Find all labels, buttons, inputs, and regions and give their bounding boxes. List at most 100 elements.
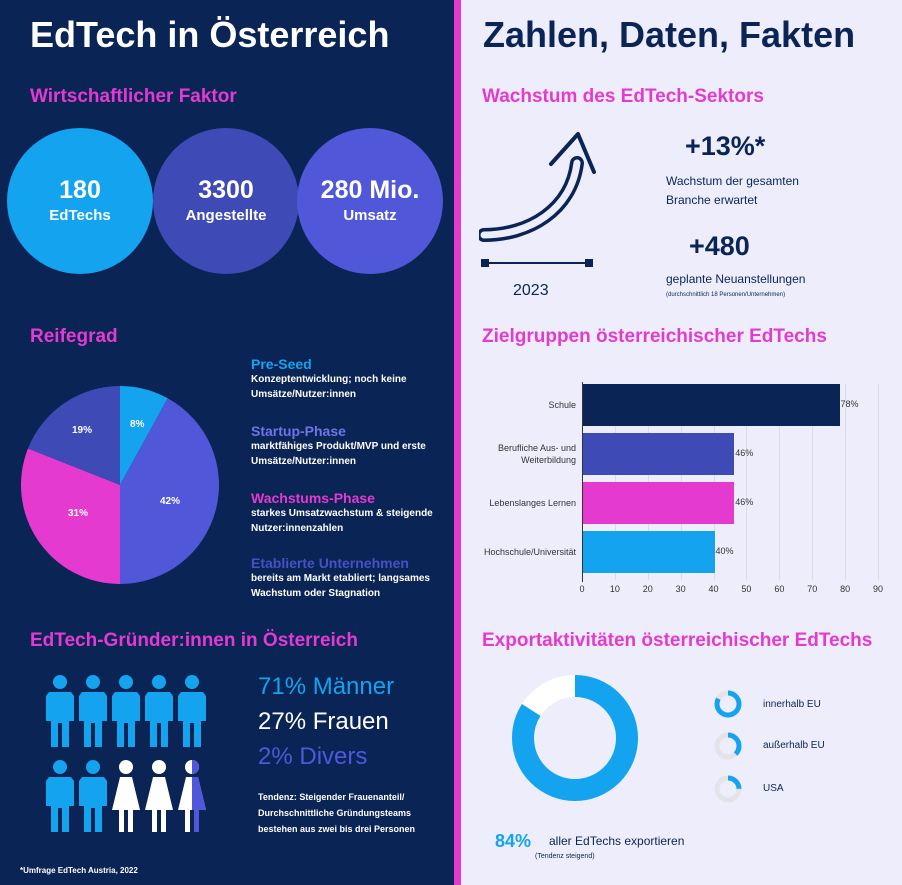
- person-icon: [112, 675, 140, 747]
- gridline: [812, 384, 814, 580]
- stat1-value: +13%*: [685, 131, 766, 161]
- wachstum-title: Wachstum des EdTech-Sektors: [482, 86, 764, 107]
- x-tick-label: 80: [840, 584, 851, 594]
- export-note: (Tendenz steigend): [535, 853, 595, 860]
- stat1-label: Wachstum der gesamten Branche erwartet: [666, 174, 799, 207]
- bar-category-label: Schule: [548, 400, 576, 410]
- mini-donut-usa: [714, 775, 742, 803]
- x-tick-label: 40: [708, 584, 719, 594]
- legend-preseed: Pre-Seed Konzeptentwicklung; noch keine …: [251, 356, 441, 402]
- reifegrad-title: Reifegrad: [30, 326, 118, 347]
- export-title: Exportaktivitäten österreichischer EdTec…: [482, 630, 873, 651]
- x-tick-label: 10: [609, 584, 620, 594]
- stat2-value: +480: [689, 231, 750, 261]
- pie-label-startup: 42%: [160, 496, 181, 507]
- bar: [583, 482, 735, 524]
- legend-startup: Startup-Phase marktfähiges Produkt/MVP u…: [251, 423, 441, 469]
- bar-y-axis: [582, 382, 583, 582]
- export-legend-label: USA: [763, 783, 784, 794]
- stat-label: EdTechs: [49, 207, 111, 224]
- legend-title: Pre-Seed: [251, 356, 312, 372]
- pie-slice: [120, 398, 220, 584]
- export-label: aller EdTechs exportieren: [549, 834, 685, 848]
- bar-category-label: Berufliche Aus- und Weiterbildung: [497, 443, 576, 465]
- year-label: 2023: [513, 282, 549, 299]
- legend-title: Startup-Phase: [251, 423, 346, 439]
- legend-desc: starkes Umsatzwachstum & steigende Nutze…: [251, 508, 433, 534]
- x-tick-label: 20: [642, 584, 653, 594]
- bar-value-label: 40%: [715, 546, 734, 556]
- bar-value-label: 46%: [735, 448, 754, 458]
- x-tick-label: 50: [741, 584, 752, 594]
- right-panel: Zahlen, Daten, Fakten Wachstum des EdTec…: [461, 0, 902, 885]
- pie-label-etabliert: 19%: [72, 425, 93, 436]
- legend-desc: bereits am Markt etabliert; langsames Wa…: [251, 573, 430, 599]
- x-tick-label: 60: [774, 584, 785, 594]
- footnote: *Umfrage EdTech Austria, 2022: [20, 866, 138, 875]
- stat2-label: geplante Neuanstellungen: [666, 272, 806, 286]
- pie-label-preseed: 8%: [130, 419, 145, 430]
- people-icon-grid: [46, 675, 206, 832]
- divers-half-icon: [192, 760, 206, 832]
- person-icon: [79, 760, 107, 832]
- maenner-stat: 71% Männer: [258, 673, 395, 700]
- woman-icon: [145, 760, 173, 832]
- legend-desc: Konzeptentwicklung; noch keine Umsätze/N…: [251, 374, 407, 400]
- growth-arrow-icon: [479, 132, 596, 267]
- bar: [583, 531, 715, 573]
- reifegrad-pie-chart: [20, 386, 220, 584]
- stat-label: Angestellte: [185, 207, 267, 224]
- export-legend-label: innerhalb EU: [763, 699, 821, 710]
- frauen-stat: 27% Frauen: [258, 708, 389, 735]
- legend-title: Etablierte Unternehmen: [251, 555, 409, 571]
- stat-value: 3300: [198, 176, 254, 204]
- bar-category-label: Hochschule/Universität: [483, 547, 576, 557]
- donut-segment: [512, 675, 638, 801]
- bar: [583, 433, 735, 475]
- pie-slice: [27, 386, 121, 485]
- legend-etabliert: Etablierte Unternehmen bereits am Markt …: [251, 555, 441, 601]
- legend-wachstum: Wachstums-Phase starkes Umsatzwachstum &…: [251, 490, 441, 536]
- stat-value: 180: [59, 176, 101, 204]
- woman-icon: [112, 760, 140, 832]
- pie-slice: [120, 386, 168, 485]
- x-tick-label: 0: [579, 584, 585, 594]
- export-percent: 84%: [495, 831, 532, 851]
- gridline: [779, 384, 781, 580]
- bar: [583, 384, 840, 426]
- divider: [454, 0, 461, 885]
- legend-desc: marktfähiges Produkt/MVP und erste Umsät…: [251, 441, 426, 467]
- gridline: [746, 384, 748, 580]
- legend-title: Wachstums-Phase: [251, 490, 375, 506]
- x-tick-label: 90: [872, 584, 883, 594]
- stat-value: 280 Mio.: [320, 176, 420, 204]
- gruender-title: EdTech-Gründer:innen in Österreich: [30, 630, 358, 651]
- divers-stat: 2% Divers: [258, 743, 368, 770]
- bar-value-label: 78%: [840, 399, 859, 409]
- pie-slice: [20, 448, 121, 584]
- stat-circle-umsatz: 280 Mio. Umsatz: [297, 128, 443, 274]
- bar-value-label: 46%: [735, 497, 754, 507]
- bar-category-label: Lebenslanges Lernen: [489, 498, 576, 508]
- person-icon: [46, 675, 74, 747]
- left-panel: EdTech in Österreich Wirtschaftlicher Fa…: [0, 0, 454, 885]
- stat-circle-edtechs: 180 EdTechs: [7, 128, 153, 274]
- stat-circle-angestellte: 3300 Angestellte: [153, 128, 299, 274]
- mini-donut-innerhalb-eu: [714, 690, 742, 718]
- x-tick-label: 70: [807, 584, 818, 594]
- tendenz-text: Tendenz: Steigender Frauenanteil/ Durchs…: [258, 792, 416, 834]
- stat2-note: (durchschnittlich 18 Personen/Unternehme…: [666, 292, 786, 298]
- wirtschaft-title: Wirtschaftlicher Faktor: [30, 86, 237, 107]
- zielgruppen-bar-chart: 0 10 20 30 40 50 60 70 80 90 Schule 78% Berufliche A…: [461, 370, 902, 600]
- x-tick-label: 30: [675, 584, 686, 594]
- person-icon: [79, 675, 107, 747]
- export-donut-chart: [512, 675, 638, 801]
- person-icon: [145, 675, 173, 747]
- mini-donut-ausserhalb-eu: [714, 732, 742, 760]
- pie-label-wachstum: 31%: [68, 508, 89, 519]
- export-legend-label: außerhalb EU: [763, 740, 825, 751]
- left-title: EdTech in Österreich: [30, 14, 390, 55]
- person-icon: [178, 675, 206, 747]
- stat-label: Umsatz: [343, 207, 397, 224]
- zielgruppen-title: Zielgruppen österreichischer EdTechs: [482, 326, 827, 347]
